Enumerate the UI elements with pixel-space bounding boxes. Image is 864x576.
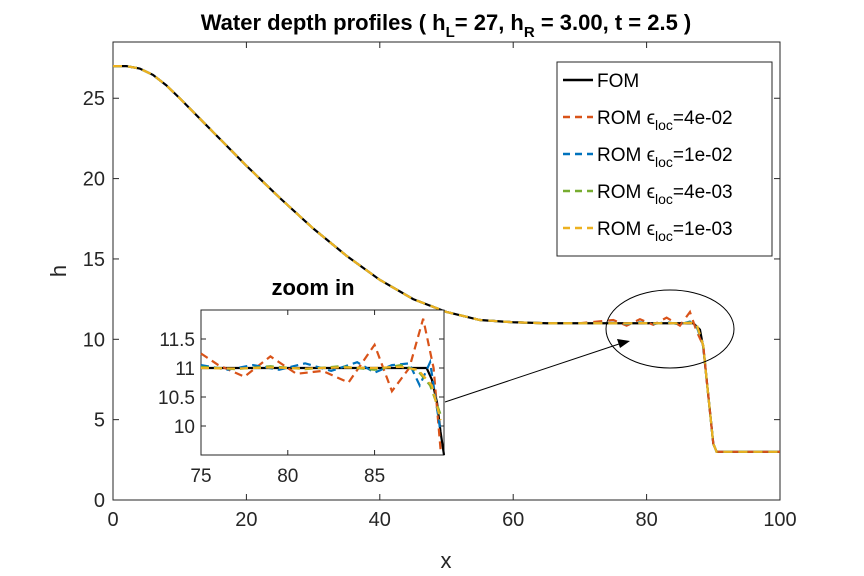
legend-label-rom2: ROM ϵloc=1e-02	[597, 145, 733, 170]
legend-label-suffix: =1e-03	[673, 219, 733, 240]
legend-label-rom3: ROM ϵloc=4e-03	[597, 182, 733, 207]
legend-label-suffix: =4e-02	[673, 108, 733, 129]
legend-label-suffix: =1e-02	[673, 145, 733, 166]
main-ticks-group: 0 20 40 60 80 100 0 5 10 15 20 25	[83, 42, 797, 531]
inset-axes-frame	[200, 309, 445, 456]
inset-series-group	[200, 318, 446, 456]
y-axis-label: h	[46, 265, 71, 277]
main-series-group	[113, 65, 780, 453]
x-tick-label: 0	[107, 509, 118, 531]
x-tick-label: 60	[502, 509, 524, 531]
title-sub-2: R	[524, 24, 535, 41]
inset-ticks-group: 75 80 85 10 10.5 11 11.5	[158, 310, 444, 487]
legend-label-sub: loc	[655, 228, 673, 244]
inset-y-tick-label: 10.5	[158, 388, 195, 409]
x-axis-label: x	[441, 548, 452, 573]
title-part-3: = 3.00, t = 2.5 )	[535, 10, 692, 35]
legend-label-fom: FOM	[597, 71, 639, 92]
y-tick-label: 0	[94, 490, 105, 512]
x-tick-label: 100	[763, 509, 796, 531]
title-part-2: = 27, h	[455, 10, 524, 35]
x-tick-label: 20	[235, 509, 257, 531]
inset-series-line-rom1	[200, 318, 442, 450]
zoom-arrow-line	[444, 342, 623, 403]
title-part-1: Water depth profiles ( h	[201, 10, 446, 35]
legend-label-prefix: ROM ϵ	[597, 145, 655, 166]
inset-x-tick-label: 80	[277, 466, 298, 487]
x-tick-label: 80	[635, 509, 657, 531]
y-tick-label: 10	[83, 329, 105, 351]
inset-y-tick-label: 11.5	[159, 330, 195, 351]
legend-label-suffix: =4e-03	[673, 182, 733, 203]
inset-x-tick-label: 85	[364, 466, 385, 487]
legend-label-prefix: FOM	[597, 71, 639, 92]
inset-y-tick-label: 10	[174, 417, 195, 438]
legend-box	[556, 61, 773, 257]
legend-label-rom4: ROM ϵloc=1e-03	[597, 219, 733, 244]
inset-x-tick-label: 75	[190, 466, 211, 487]
zoom-arrow-head	[617, 339, 630, 348]
series-line-rom4	[113, 65, 780, 453]
inset-y-tick-label: 11	[175, 359, 195, 380]
legend-label-sub: loc	[655, 117, 673, 133]
legend-label-prefix: ROM ϵ	[597, 108, 655, 129]
chart-title: Water depth profiles ( hL= 27, hR = 3.00…	[201, 10, 692, 41]
inset-series-line-rom4	[200, 365, 442, 421]
y-tick-label: 5	[94, 410, 105, 432]
y-tick-label: 15	[83, 249, 105, 271]
legend-label-sub: loc	[655, 154, 673, 170]
x-tick-label: 40	[369, 509, 391, 531]
legend-label-sub: loc	[655, 191, 673, 207]
inset-series-line-rom2	[200, 358, 442, 432]
legend-label-prefix: ROM ϵ	[597, 182, 655, 203]
y-tick-label: 25	[83, 88, 105, 110]
inset-title: zoom in	[271, 275, 354, 300]
legend-label-prefix: ROM ϵ	[597, 219, 655, 240]
y-tick-label: 20	[83, 169, 105, 191]
zoom-ellipse	[605, 289, 735, 369]
legend-label-rom1: ROM ϵloc=4e-02	[597, 108, 733, 133]
title-sub-1: L	[446, 24, 455, 41]
